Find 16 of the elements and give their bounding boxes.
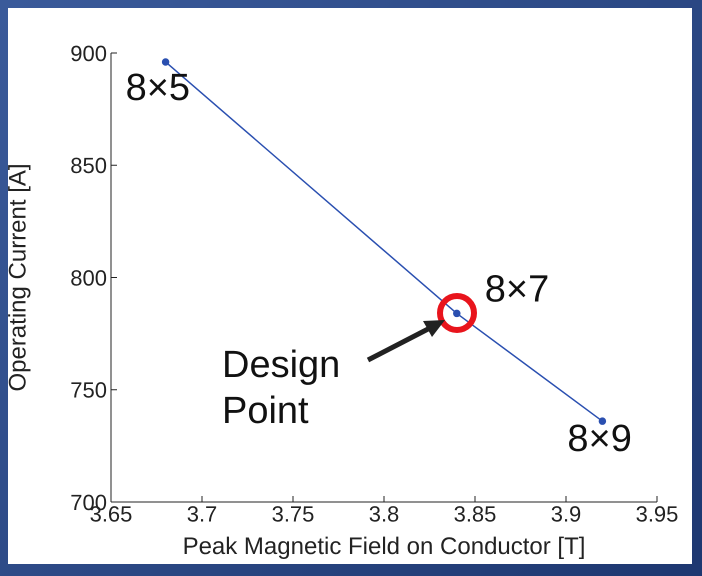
x-axis-title: Peak Magnetic Field on Conductor [T]: [182, 533, 586, 560]
x-tick-label: 3.95: [636, 502, 678, 527]
y-tick-label: 750: [70, 378, 107, 403]
x-tick-label: 3.7: [186, 502, 218, 527]
x-tick-label: 3.8: [368, 502, 400, 527]
y-tick-label: 850: [70, 153, 107, 178]
annotation: 8×9: [567, 418, 632, 460]
y-tick-label: 800: [70, 265, 107, 290]
x-tick-label: 3.85: [454, 502, 496, 527]
annotation: 8×5: [126, 66, 190, 109]
annotation: 8×7: [484, 268, 550, 310]
y-axis-title: Operating Current [A]: [4, 163, 32, 392]
y-tick-label: 900: [70, 40, 107, 66]
annotation: Design Point: [222, 343, 342, 434]
x-tick-label: 3.9: [550, 502, 582, 527]
x-tick-label: 3.75: [272, 502, 314, 527]
